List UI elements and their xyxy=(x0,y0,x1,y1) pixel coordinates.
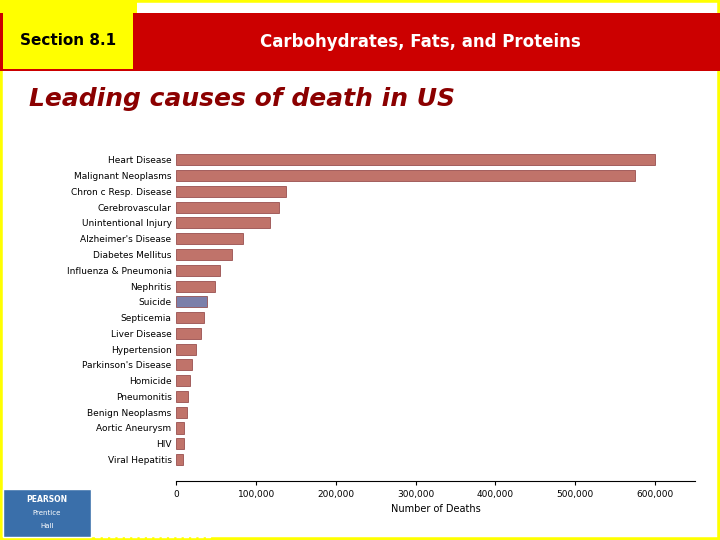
Text: Section 8.1: Section 8.1 xyxy=(20,32,116,48)
Text: PEARSON: PEARSON xyxy=(27,495,68,503)
Bar xyxy=(176,186,287,197)
Bar xyxy=(176,454,183,465)
Bar xyxy=(3,489,91,537)
Bar xyxy=(176,296,207,307)
Bar xyxy=(176,154,655,165)
Bar xyxy=(3,13,133,69)
Bar xyxy=(176,422,184,434)
Bar xyxy=(176,360,192,370)
X-axis label: Number of Deaths: Number of Deaths xyxy=(391,504,480,514)
Bar xyxy=(176,312,204,323)
Text: Carbohydrates, Fats, and Proteins: Carbohydrates, Fats, and Proteins xyxy=(260,33,580,51)
Bar xyxy=(176,407,186,418)
Text: Leading causes of death in US: Leading causes of death in US xyxy=(29,87,455,111)
Bar xyxy=(176,201,279,213)
Text: Hall: Hall xyxy=(40,523,54,529)
Bar xyxy=(176,265,220,276)
Text: © Pearson Education, Inc. All rights reserved.: © Pearson Education, Inc. All rights res… xyxy=(541,516,715,524)
Text: Chapter: Chapter xyxy=(138,497,168,507)
Bar xyxy=(176,328,201,339)
Bar xyxy=(176,438,184,449)
Bar xyxy=(176,170,635,181)
Text: Prentice: Prentice xyxy=(33,510,61,516)
Bar xyxy=(95,489,210,537)
Bar xyxy=(0,0,137,71)
Bar xyxy=(0,13,720,71)
Bar xyxy=(176,280,215,292)
Bar xyxy=(176,375,190,386)
Bar xyxy=(176,233,243,244)
Bar xyxy=(176,391,189,402)
Bar xyxy=(176,218,270,228)
Bar xyxy=(176,249,233,260)
Text: Table of Contents: Table of Contents xyxy=(112,516,194,524)
Bar xyxy=(176,343,197,355)
